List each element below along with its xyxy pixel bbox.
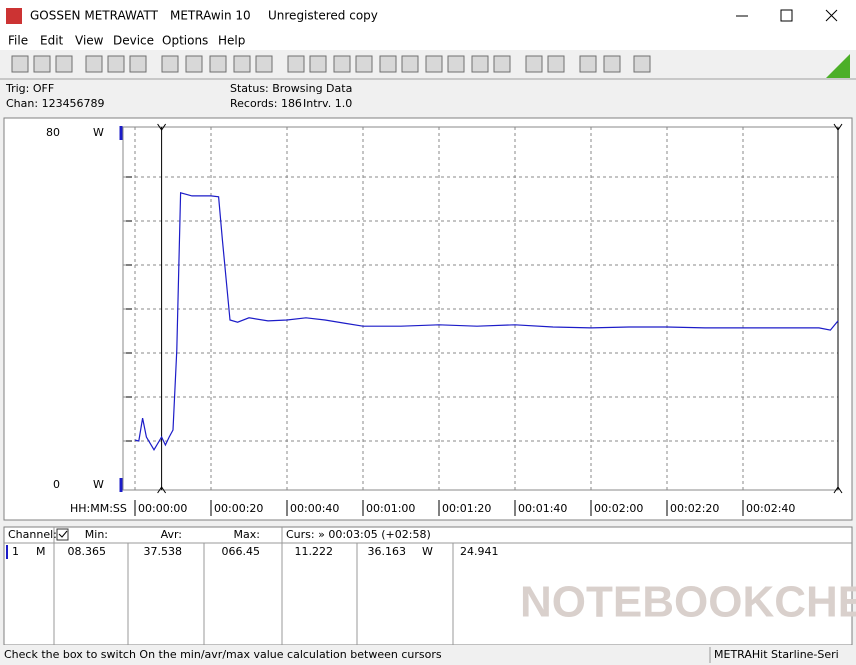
table-cell: M bbox=[36, 545, 46, 558]
table-cell: 24.941 bbox=[460, 545, 499, 558]
y-unit: W bbox=[93, 478, 104, 491]
x-tick-label: 00:00:40 bbox=[290, 502, 339, 515]
status: Status: Browsing Data bbox=[230, 82, 352, 95]
x-tick-label: 00:00:20 bbox=[214, 502, 263, 515]
app-name: GOSSEN METRAWATT bbox=[30, 9, 159, 23]
records: Records: 186 bbox=[230, 97, 302, 110]
table-header: Curs: » 00:03:05 (+02:58) bbox=[286, 528, 431, 541]
tool-button[interactable] bbox=[33, 55, 51, 73]
tool-button[interactable] bbox=[603, 55, 621, 73]
tool-button[interactable] bbox=[525, 55, 543, 73]
table-header: Max: bbox=[234, 528, 260, 541]
menu-bar bbox=[0, 32, 856, 50]
table-header: Avr: bbox=[161, 528, 182, 541]
menu-item[interactable]: View bbox=[75, 34, 104, 48]
table-cell: 11.222 bbox=[295, 545, 334, 558]
table-cell: 066.45 bbox=[222, 545, 261, 558]
close-button[interactable] bbox=[825, 9, 838, 22]
tool-button[interactable] bbox=[355, 55, 373, 73]
status-hint: Check the box to switch On the min/avr/m… bbox=[4, 648, 442, 661]
tool-button[interactable] bbox=[547, 55, 565, 73]
data-line bbox=[134, 192, 839, 451]
x-tick-label: 00:01:40 bbox=[518, 502, 567, 515]
x-tick-label: 00:02:20 bbox=[670, 502, 719, 515]
tool-button[interactable] bbox=[287, 55, 305, 73]
menu-item[interactable]: Device bbox=[113, 34, 154, 48]
device: METRAHit Starline-Seri bbox=[714, 648, 839, 661]
tool-button[interactable] bbox=[107, 55, 125, 73]
tool-button[interactable] bbox=[233, 55, 251, 73]
status-bar bbox=[0, 645, 856, 665]
tool-button[interactable] bbox=[129, 55, 147, 73]
title-bar bbox=[0, 0, 856, 32]
table-header: Channel: bbox=[8, 528, 57, 541]
x-tick-label: 00:01:20 bbox=[442, 502, 491, 515]
tool-button[interactable] bbox=[185, 55, 203, 73]
status-indicator bbox=[826, 54, 850, 78]
stats-table bbox=[3, 526, 853, 646]
y-tick-label: 0 bbox=[53, 478, 60, 491]
license: Unregistered copy bbox=[268, 9, 378, 23]
menu-item[interactable]: Options bbox=[162, 34, 208, 48]
tool-button[interactable] bbox=[425, 55, 443, 73]
table-header: Min: bbox=[85, 528, 108, 541]
calc-checkbox[interactable] bbox=[56, 528, 69, 541]
tool-button[interactable] bbox=[11, 55, 29, 73]
trigger: Trig: OFF bbox=[5, 82, 54, 95]
tool-button[interactable] bbox=[255, 55, 273, 73]
table-cell: 08.365 bbox=[68, 545, 107, 558]
table-columns bbox=[53, 527, 454, 645]
menu-item[interactable]: File bbox=[8, 34, 28, 48]
menu-item[interactable]: Help bbox=[218, 34, 245, 48]
menu-item[interactable]: Edit bbox=[40, 34, 64, 48]
tool-button[interactable] bbox=[493, 55, 511, 73]
tool-button[interactable] bbox=[379, 55, 397, 73]
table-cell: 36.163 bbox=[368, 545, 407, 558]
tool-button[interactable] bbox=[401, 55, 419, 73]
tool-button[interactable] bbox=[633, 55, 651, 73]
tool-button[interactable] bbox=[447, 55, 465, 73]
table-cell: W bbox=[422, 545, 433, 558]
tool-button[interactable] bbox=[55, 55, 73, 73]
check-mark bbox=[58, 530, 68, 538]
tool-button[interactable] bbox=[161, 55, 179, 73]
app-icon bbox=[6, 8, 22, 24]
x-tick-label: 00:01:00 bbox=[366, 502, 415, 515]
x-tick-label: 00:02:00 bbox=[594, 502, 643, 515]
maximize-button[interactable] bbox=[780, 9, 793, 22]
chart-panel bbox=[3, 117, 853, 521]
cursor-handle[interactable] bbox=[833, 123, 843, 494]
table-cell: 37.538 bbox=[144, 545, 183, 558]
y-unit: W bbox=[93, 126, 104, 139]
y-tick-label: 80 bbox=[46, 126, 60, 139]
tool-button[interactable] bbox=[209, 55, 227, 73]
x-axis-label: HH:MM:SS bbox=[70, 502, 127, 515]
cursor-handle[interactable] bbox=[157, 123, 167, 494]
row-highlight bbox=[6, 545, 8, 559]
interval: Intrv. 1.0 bbox=[303, 97, 352, 110]
product-name: METRAwin 10 bbox=[170, 9, 251, 23]
channels: Chan: 123456789 bbox=[6, 97, 105, 110]
tool-button[interactable] bbox=[309, 55, 327, 73]
x-tick-label: 00:02:40 bbox=[746, 502, 795, 515]
tool-button[interactable] bbox=[579, 55, 597, 73]
tool-button[interactable] bbox=[85, 55, 103, 73]
tool-button[interactable] bbox=[333, 55, 351, 73]
x-tick-label: 00:00:00 bbox=[138, 502, 187, 515]
table-cell: 1 bbox=[12, 545, 19, 558]
watermark: NOTEBOOKCHECK bbox=[520, 578, 856, 627]
tool-button[interactable] bbox=[471, 55, 489, 73]
